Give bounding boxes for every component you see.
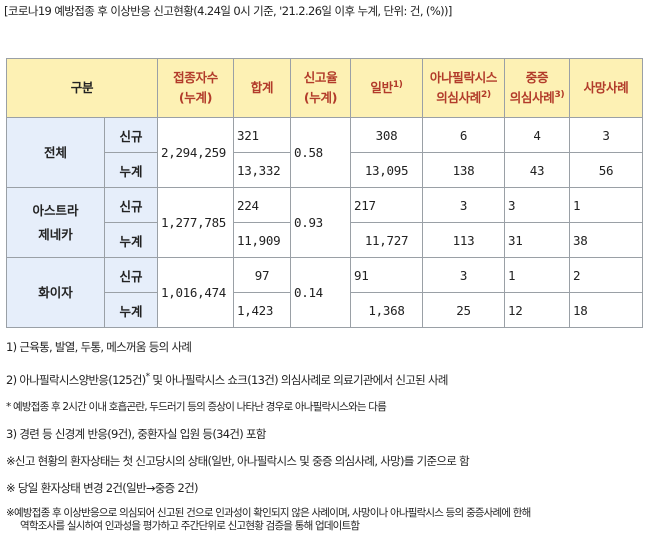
group-name: 전체 [6, 117, 105, 188]
total-cell: 97 [233, 257, 291, 293]
general-cell: 217 [350, 187, 423, 223]
header-vaccinated: 접종자수 (누계) [157, 58, 234, 118]
table-row: 누계 13,332 13,095 138 43 56 [7, 152, 643, 188]
general-cell: 11,727 [350, 222, 423, 258]
death-cell: 3 [569, 117, 643, 153]
general-cell: 13,095 [350, 152, 423, 188]
vaccinated-cell: 1,277,785 [157, 187, 234, 258]
anaphylaxis-cell: 6 [422, 117, 505, 153]
footnote-causality-line2: 역학조사를 실시하여 인과성을 평가하고 주간단위로 신고현황 검증을 통해 업… [20, 520, 360, 532]
table-row: 누계 1,423 1,368 25 12 18 [7, 292, 643, 328]
footnote-status-basis: ※신고 현황의 환자상태는 첫 신고당시의 상태(일반, 아나필락시스 및 중증… [6, 454, 470, 468]
header-gubun: 구분 [6, 58, 158, 118]
anaphylaxis-cell: 138 [422, 152, 505, 188]
total-cell: 13,332 [233, 152, 291, 188]
row-label: 신규 [104, 187, 158, 223]
death-cell: 38 [569, 222, 643, 258]
footnote-3: 3) 경련 등 신경계 반응(9건), 중환자실 입원 등(34건) 포함 [6, 427, 266, 441]
header-serious: 중증 의심사례3) [504, 58, 570, 118]
table-caption: [코로나19 예방접종 후 이상반응 신고현황(4.24일 0시 기준, '21… [4, 4, 452, 18]
death-cell: 2 [569, 257, 643, 293]
serious-cell: 43 [504, 152, 570, 188]
footnote-2-star: * 예방접종 후 2시간 이내 호흡곤란, 두드러기 등의 증상이 나타난 경우… [6, 401, 387, 413]
vaccinated-cell: 2,294,259 [157, 117, 234, 188]
total-cell: 224 [233, 187, 291, 223]
header-total: 합계 [233, 58, 291, 118]
row-label: 누계 [104, 152, 158, 188]
table-row: 아스트라 제네카 신규 1,277,785 224 0.93 217 3 3 1 [6, 187, 643, 258]
row-label: 누계 [104, 222, 158, 258]
total-cell: 1,423 [233, 292, 291, 328]
serious-cell: 3 [504, 187, 570, 223]
table-row: 화이자 신규 1,016,474 97 0.14 91 3 1 2 [6, 257, 643, 328]
header-general: 일반1) [350, 58, 423, 118]
death-cell: 56 [569, 152, 643, 188]
anaphylaxis-cell: 3 [422, 187, 505, 223]
serious-cell: 31 [504, 222, 570, 258]
table-header-row: 구분 접종자수 (누계) 합계 신고율 (누계) 일반1) 아나필락시스 의심사례2)… [6, 58, 643, 118]
anaphylaxis-cell: 3 [422, 257, 505, 293]
header-death: 사망사례 [569, 58, 643, 118]
header-report-rate: 신고율 (누계) [290, 58, 351, 118]
total-cell: 11,909 [233, 222, 291, 258]
row-label: 누계 [104, 292, 158, 328]
table-row: 전체 신규 2,294,259 321 0.58 308 6 4 3 [6, 117, 643, 188]
anaphylaxis-cell: 113 [422, 222, 505, 258]
footnote-causality-line1: ※예방접종 후 이상반응으로 의심되어 신고된 건으로 인과성이 확인되지 않은… [6, 507, 531, 519]
report-rate-cell: 0.58 [290, 117, 351, 188]
row-label: 신규 [104, 117, 158, 153]
footnote-2: 2) 아나필락시스양반응(125건)* 및 아나필락시스 쇼크(13건) 의심사… [6, 372, 448, 387]
serious-cell: 4 [504, 117, 570, 153]
serious-cell: 1 [504, 257, 570, 293]
footnote-1: 1) 근육통, 발열, 두통, 메스꺼움 등의 사례 [6, 340, 192, 354]
group-name: 아스트라 제네카 [6, 187, 105, 258]
row-label: 신규 [104, 257, 158, 293]
vaccinated-cell: 1,016,474 [157, 257, 234, 328]
total-cell: 321 [233, 117, 291, 153]
report-rate-cell: 0.93 [290, 187, 351, 258]
death-cell: 1 [569, 187, 643, 223]
table-row: 누계 11,909 11,727 113 31 38 [7, 222, 643, 258]
general-cell: 308 [350, 117, 423, 153]
general-cell: 1,368 [350, 292, 423, 328]
header-anaphylaxis: 아나필락시스 의심사례2) [422, 58, 505, 118]
anaphylaxis-cell: 25 [422, 292, 505, 328]
report-rate-cell: 0.14 [290, 257, 351, 328]
adverse-reaction-table: 구분 접종자수 (누계) 합계 신고율 (누계) 일반1) 아나필락시스 의심사례2)… [6, 58, 643, 328]
serious-cell: 12 [504, 292, 570, 328]
general-cell: 91 [350, 257, 423, 293]
footnote-status-change: ※ 당일 환자상태 변경 2건(일반→중증 2건) [6, 481, 198, 495]
group-name: 화이자 [6, 257, 105, 328]
death-cell: 18 [569, 292, 643, 328]
